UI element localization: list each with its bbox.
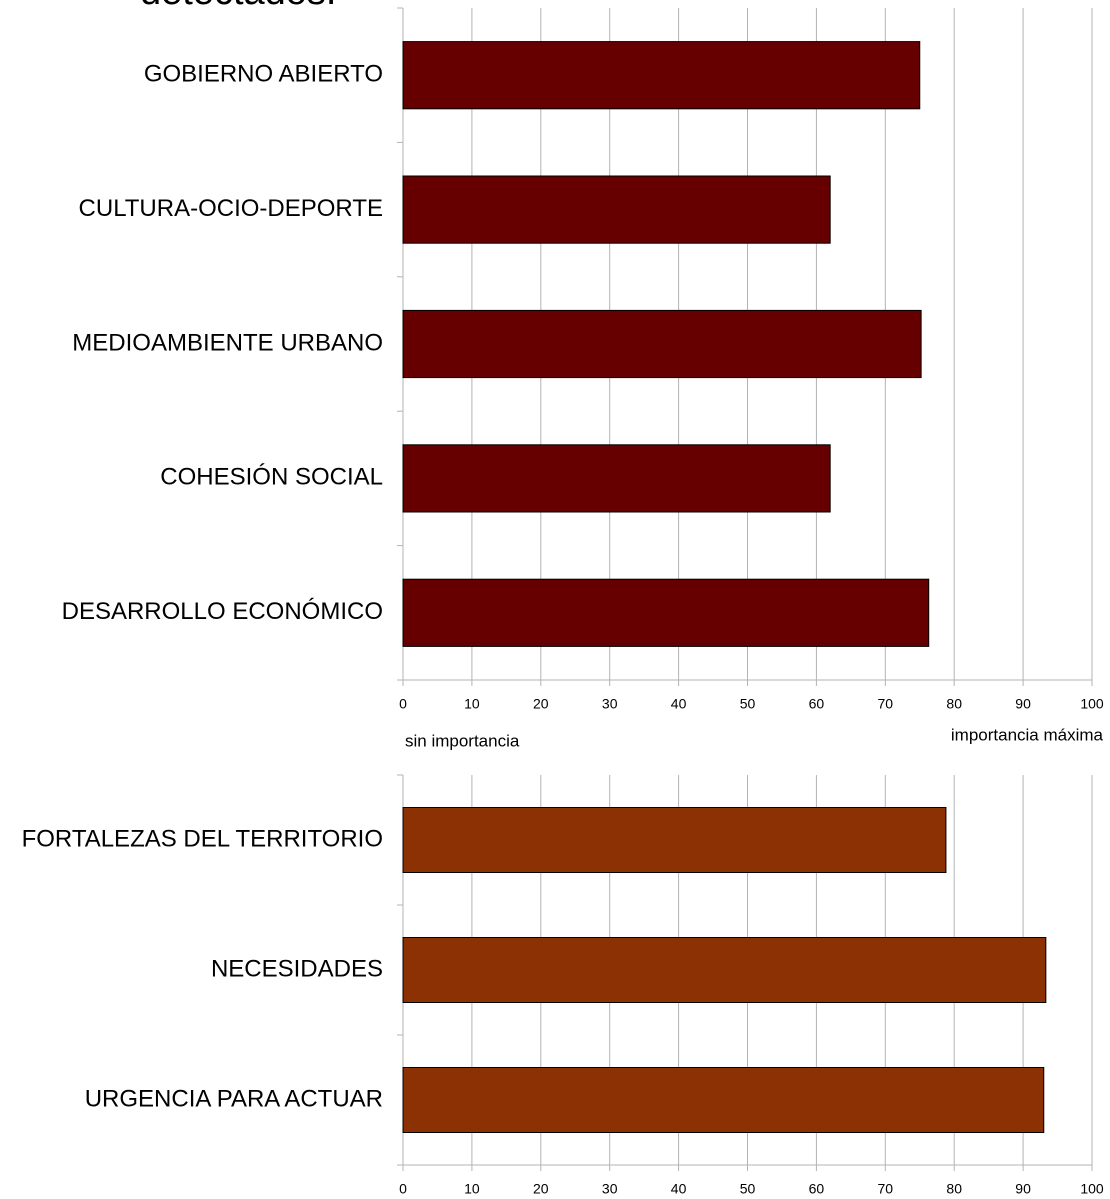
x-tick-label: 10: [464, 696, 480, 712]
x-tick-label: 70: [878, 1181, 894, 1197]
bar: [402, 937, 1047, 1003]
x-tick-label: 40: [671, 696, 687, 712]
y-tick-label: MEDIOAMBIENTE URBANO: [72, 329, 383, 356]
chart-title: detectados.: [140, 0, 336, 13]
bar: [402, 1067, 1045, 1133]
x-tick-label: 10: [464, 1181, 480, 1197]
annotation: sin importancia: [405, 731, 520, 750]
bar: [402, 41, 921, 110]
bar: [402, 578, 930, 647]
x-tick-label: 50: [740, 1181, 756, 1197]
x-tick-label: 20: [533, 696, 549, 712]
y-tick-label: FORTALEZAS DEL TERRITORIO: [22, 825, 383, 852]
x-tick-label: 0: [399, 1181, 407, 1197]
x-tick-label: 90: [1015, 696, 1031, 712]
y-tick-label: COHESIÓN SOCIAL: [160, 464, 383, 491]
x-tick-label: 20: [533, 1181, 549, 1197]
bar: [402, 444, 831, 513]
bar: [402, 175, 831, 244]
x-tick-label: 100: [1080, 696, 1104, 712]
x-tick-label: 100: [1080, 1181, 1104, 1197]
x-tick-label: 0: [399, 696, 407, 712]
bar: [402, 807, 947, 873]
x-tick-label: 40: [671, 1181, 687, 1197]
y-tick-label: GOBIERNO ABIERTO: [144, 61, 383, 88]
y-tick-label: CULTURA-OCIO-DEPORTE: [79, 195, 383, 222]
bar: [402, 309, 922, 379]
y-tick-label: NECESIDADES: [211, 955, 383, 982]
x-tick-label: 90: [1015, 1181, 1031, 1197]
x-tick-label: 30: [602, 1181, 618, 1197]
x-tick-label: 60: [809, 1181, 825, 1197]
x-tick-label: 80: [946, 696, 962, 712]
x-tick-label: 60: [809, 696, 825, 712]
y-tick-label: URGENCIA PARA ACTUAR: [85, 1085, 383, 1112]
annotation: importancia máxima: [951, 725, 1104, 744]
y-tick-label: DESARROLLO ECONÓMICO: [62, 598, 383, 625]
x-tick-label: 50: [740, 696, 756, 712]
x-tick-label: 70: [878, 696, 894, 712]
x-tick-label: 30: [602, 696, 618, 712]
x-tick-label: 80: [946, 1181, 962, 1197]
